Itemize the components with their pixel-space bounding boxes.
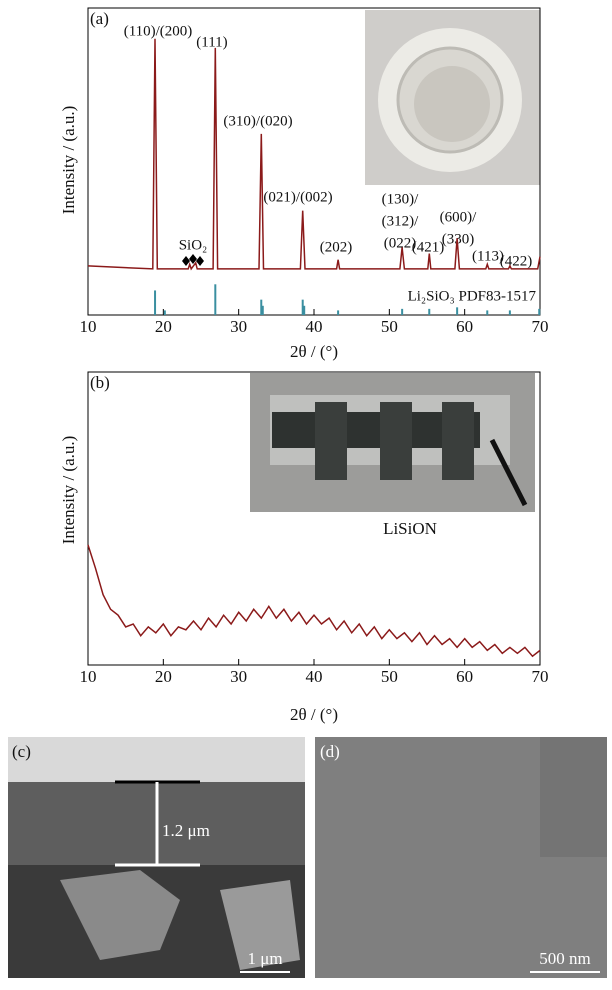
legend-label: Li₂SiO₃ PDF83-1517	[408, 288, 537, 304]
peak-label: (600)/	[440, 209, 477, 225]
panel-label: (c)	[12, 742, 31, 761]
y-axis-label: Intensity / (a.u.)	[59, 436, 78, 545]
x-tick-label: 70	[532, 317, 549, 336]
x-tick-label: 40	[306, 667, 323, 686]
inset-photo	[365, 10, 540, 185]
x-tick-label: 60	[456, 317, 473, 336]
x-tick-label: 30	[230, 317, 247, 336]
x-tick-label: 20	[155, 317, 172, 336]
peak-label: (422)	[500, 253, 533, 269]
caption: LiSiON	[383, 519, 437, 538]
x-axis-label: 2θ / (°)	[290, 705, 338, 724]
x-axis-label: 2θ / (°)	[290, 342, 338, 361]
peak-label: (202)	[320, 239, 353, 255]
peak-label: (130)/	[382, 191, 419, 207]
x-tick-label: 50	[381, 317, 398, 336]
peak-label: (421)	[412, 239, 445, 255]
phase-markers	[182, 254, 204, 266]
peak-label: (113)	[472, 248, 504, 264]
x-tick-label: 40	[306, 317, 323, 336]
peak-label: (312)/	[382, 213, 419, 229]
x-tick-label: 10	[80, 317, 97, 336]
scale-bar-label: 1 μm	[247, 949, 282, 968]
panel-label: (b)	[90, 373, 110, 392]
x-tick-label: 50	[381, 667, 398, 686]
x-tick-label: 10	[80, 667, 97, 686]
inset-photo	[250, 373, 535, 512]
peak-label: (330)	[442, 231, 475, 247]
peak-label: (111)	[196, 34, 227, 50]
scale-bar-label: 500 nm	[539, 949, 590, 968]
x-tick-label: 20	[155, 667, 172, 686]
peak-label: (022)	[384, 235, 417, 251]
sem-image	[8, 737, 305, 978]
sem-image	[315, 737, 607, 978]
x-tick-label: 70	[532, 667, 549, 686]
panel-label: (a)	[90, 9, 109, 28]
peak-label: (110)/(200)	[124, 23, 193, 39]
x-tick-label: 60	[456, 667, 473, 686]
thickness-label: 1.2 μm	[162, 821, 210, 840]
y-axis-label: Intensity / (a.u.)	[59, 106, 78, 215]
panel-label: (d)	[320, 742, 340, 761]
peak-label: (021)/(002)	[263, 189, 332, 205]
data-line	[87, 544, 541, 658]
peak-label: (310)/(020)	[223, 113, 292, 129]
x-tick-label: 30	[230, 667, 247, 686]
data-line	[87, 38, 541, 271]
peak-label: SiO₂	[179, 237, 208, 253]
